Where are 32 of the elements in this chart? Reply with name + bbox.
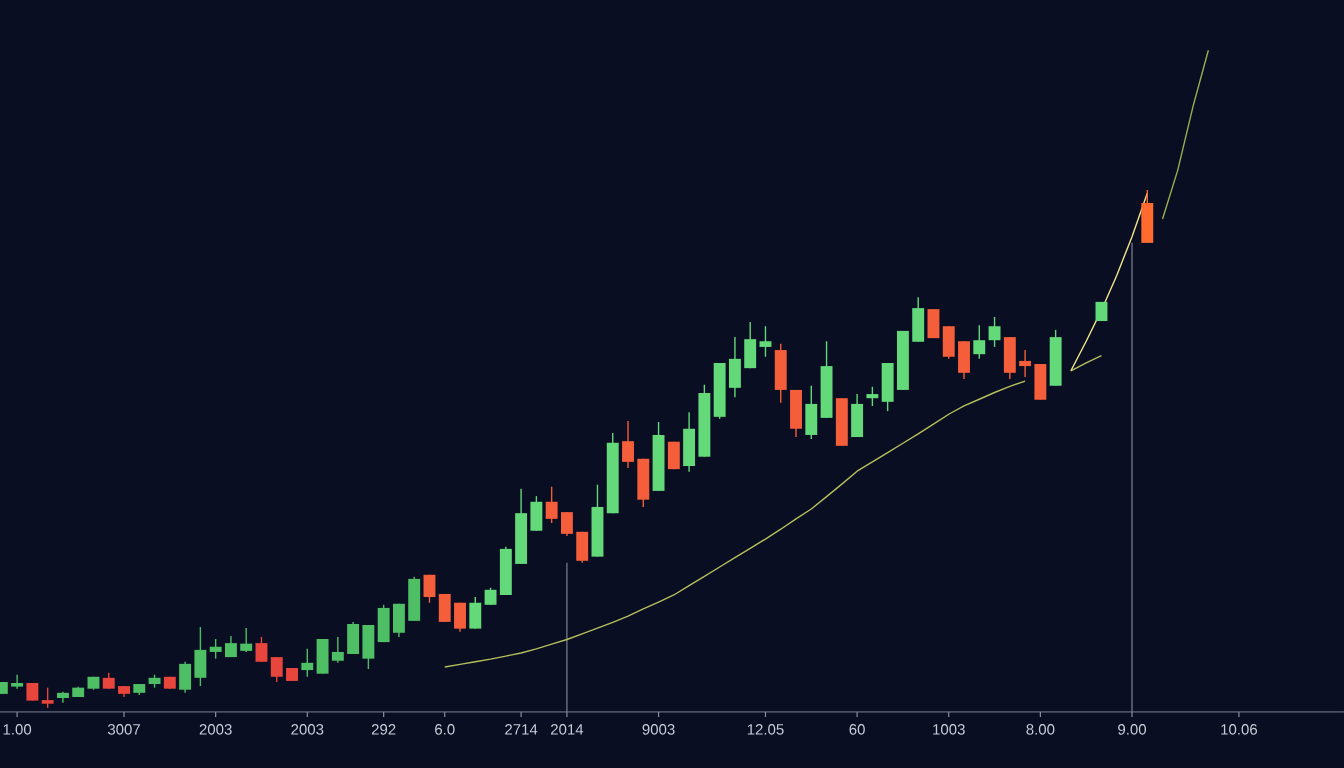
candlestick — [240, 627, 253, 653]
candlestick — [11, 674, 24, 690]
candlestick — [545, 486, 558, 524]
x-tick-label: 6.0 — [435, 724, 455, 735]
candlestick — [759, 325, 772, 358]
candlestick — [331, 636, 344, 664]
x-tick-label: 2003 — [199, 724, 232, 735]
x-tick-label: 9.00 — [1118, 724, 1147, 735]
x-tick-label: 12.05 — [747, 724, 784, 735]
x-tick-label: 1003 — [933, 724, 965, 735]
candlestick — [301, 648, 314, 678]
x-tick-label: 9003 — [642, 724, 675, 735]
candlestick — [622, 420, 634, 469]
x-tick-label: 1.00 — [3, 724, 32, 735]
x-tick-label: 2014 — [550, 724, 584, 735]
candlestick — [988, 316, 1001, 348]
x-tick-label: 292 — [371, 724, 396, 735]
candlestick — [423, 574, 436, 604]
x-tick-label: 8.00 — [1026, 724, 1055, 735]
x-tick-label: 60 — [849, 724, 865, 735]
x-tick-label: 10.06 — [1221, 724, 1258, 735]
x-tick-label: 2714 — [505, 724, 538, 735]
x-tick-label: 3007 — [107, 724, 140, 735]
x-tick-label: 2003 — [291, 724, 324, 735]
candlestick — [255, 636, 268, 663]
candlestick — [41, 686, 54, 709]
candlestick — [1019, 349, 1032, 378]
candlestick — [973, 324, 986, 360]
candlestick — [560, 511, 573, 537]
candlestick — [866, 386, 879, 407]
candlestick — [270, 656, 283, 683]
candlestick — [209, 638, 222, 660]
